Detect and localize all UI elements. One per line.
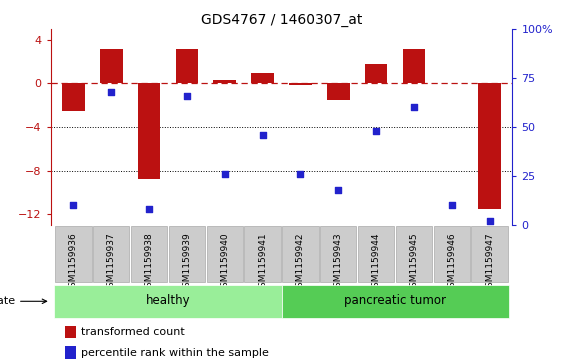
Text: GSM1159942: GSM1159942 bbox=[296, 232, 305, 293]
Point bbox=[107, 89, 116, 95]
Bar bbox=[213, 80, 236, 83]
Point bbox=[69, 203, 78, 208]
Bar bbox=[176, 49, 198, 83]
Text: GSM1159939: GSM1159939 bbox=[182, 232, 191, 293]
FancyBboxPatch shape bbox=[131, 226, 167, 282]
Bar bbox=[100, 49, 123, 83]
FancyBboxPatch shape bbox=[169, 226, 205, 282]
Point bbox=[258, 132, 267, 138]
Text: GSM1159945: GSM1159945 bbox=[409, 232, 418, 293]
Bar bbox=[327, 83, 350, 100]
Text: GSM1159947: GSM1159947 bbox=[485, 232, 494, 293]
Title: GDS4767 / 1460307_at: GDS4767 / 1460307_at bbox=[201, 13, 362, 26]
Point bbox=[409, 105, 418, 110]
Point bbox=[220, 171, 229, 177]
Point bbox=[447, 203, 456, 208]
Text: GSM1159937: GSM1159937 bbox=[107, 232, 116, 293]
Point bbox=[296, 171, 305, 177]
FancyBboxPatch shape bbox=[282, 285, 508, 318]
Text: percentile rank within the sample: percentile rank within the sample bbox=[81, 347, 269, 358]
Point bbox=[372, 128, 381, 134]
Bar bbox=[479, 83, 501, 209]
Point bbox=[145, 207, 154, 212]
Bar bbox=[403, 49, 425, 83]
Bar bbox=[251, 73, 274, 83]
Text: GSM1159940: GSM1159940 bbox=[220, 232, 229, 293]
Text: transformed count: transformed count bbox=[81, 327, 185, 337]
Text: GSM1159938: GSM1159938 bbox=[145, 232, 154, 293]
Text: disease state: disease state bbox=[0, 296, 47, 306]
FancyBboxPatch shape bbox=[55, 285, 282, 318]
FancyBboxPatch shape bbox=[434, 226, 470, 282]
Bar bbox=[289, 83, 312, 85]
Bar bbox=[62, 83, 84, 111]
Bar bbox=[138, 83, 160, 179]
FancyBboxPatch shape bbox=[93, 226, 129, 282]
Point bbox=[182, 93, 191, 99]
Bar bbox=[65, 326, 76, 338]
Text: pancreatic tumor: pancreatic tumor bbox=[344, 294, 446, 307]
Point bbox=[334, 187, 343, 193]
Bar bbox=[65, 346, 76, 359]
FancyBboxPatch shape bbox=[358, 226, 394, 282]
FancyBboxPatch shape bbox=[55, 226, 92, 282]
FancyBboxPatch shape bbox=[471, 226, 508, 282]
Text: GSM1159936: GSM1159936 bbox=[69, 232, 78, 293]
Text: healthy: healthy bbox=[146, 294, 190, 307]
FancyBboxPatch shape bbox=[282, 226, 319, 282]
Text: GSM1159941: GSM1159941 bbox=[258, 232, 267, 293]
Text: GSM1159946: GSM1159946 bbox=[447, 232, 456, 293]
Point bbox=[485, 218, 494, 224]
FancyBboxPatch shape bbox=[320, 226, 356, 282]
FancyBboxPatch shape bbox=[207, 226, 243, 282]
Text: GSM1159944: GSM1159944 bbox=[372, 232, 381, 293]
FancyBboxPatch shape bbox=[396, 226, 432, 282]
Bar bbox=[365, 64, 387, 83]
FancyBboxPatch shape bbox=[244, 226, 281, 282]
Text: GSM1159943: GSM1159943 bbox=[334, 232, 343, 293]
